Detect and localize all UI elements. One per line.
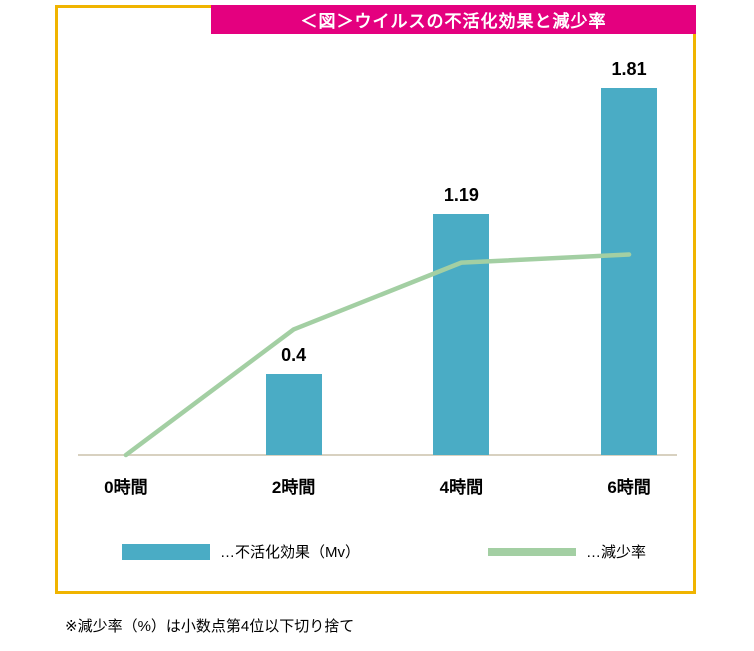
plot-area: 0.4 1.19 1.81 xyxy=(78,50,677,458)
x-axis-label: 0時間 xyxy=(104,478,148,497)
legend-bar-label: …不活化効果（Mv） xyxy=(220,544,360,561)
legend-item-line: …減少率 xyxy=(488,541,646,562)
legend-line-label: …減少率 xyxy=(586,544,647,561)
bar-value-label: 1.19 xyxy=(443,185,479,206)
x-axis-labels: 0時間 2時間 4時間 6時間 xyxy=(78,473,677,497)
bar-6時間 xyxy=(601,88,658,455)
footnote: ※減少率（%）は小数点第4位以下切り捨て xyxy=(65,618,355,635)
line-swatch xyxy=(488,547,576,556)
x-axis-label: 2時間 xyxy=(271,478,316,497)
reduction-rate-line xyxy=(123,252,632,458)
bar-swatch xyxy=(122,543,210,560)
bar-value-label: 0.4 xyxy=(281,345,307,365)
chart-title: ＜図＞ウイルスの不活化効果と減少率 xyxy=(300,12,607,31)
bar-2時間 xyxy=(265,374,322,455)
chart-title-bar: ＜図＞ウイルスの不活化効果と減少率 xyxy=(211,5,696,34)
legend-item-bar: …不活化効果（Mv） xyxy=(122,541,360,562)
x-axis-label: 6時間 xyxy=(607,478,651,497)
legend: …不活化効果（Mv） …減少率 xyxy=(58,541,693,562)
chart-card: ＜図＞ウイルスの不活化効果と減少率 0.4 1.19 1.81 0時間 2時間 4時間 6… xyxy=(55,5,696,594)
x-axis-line xyxy=(78,454,677,456)
bar-value-label: 1.81 xyxy=(611,59,647,80)
bar-4時間 xyxy=(433,214,490,455)
x-axis-label: 4時間 xyxy=(439,478,484,497)
